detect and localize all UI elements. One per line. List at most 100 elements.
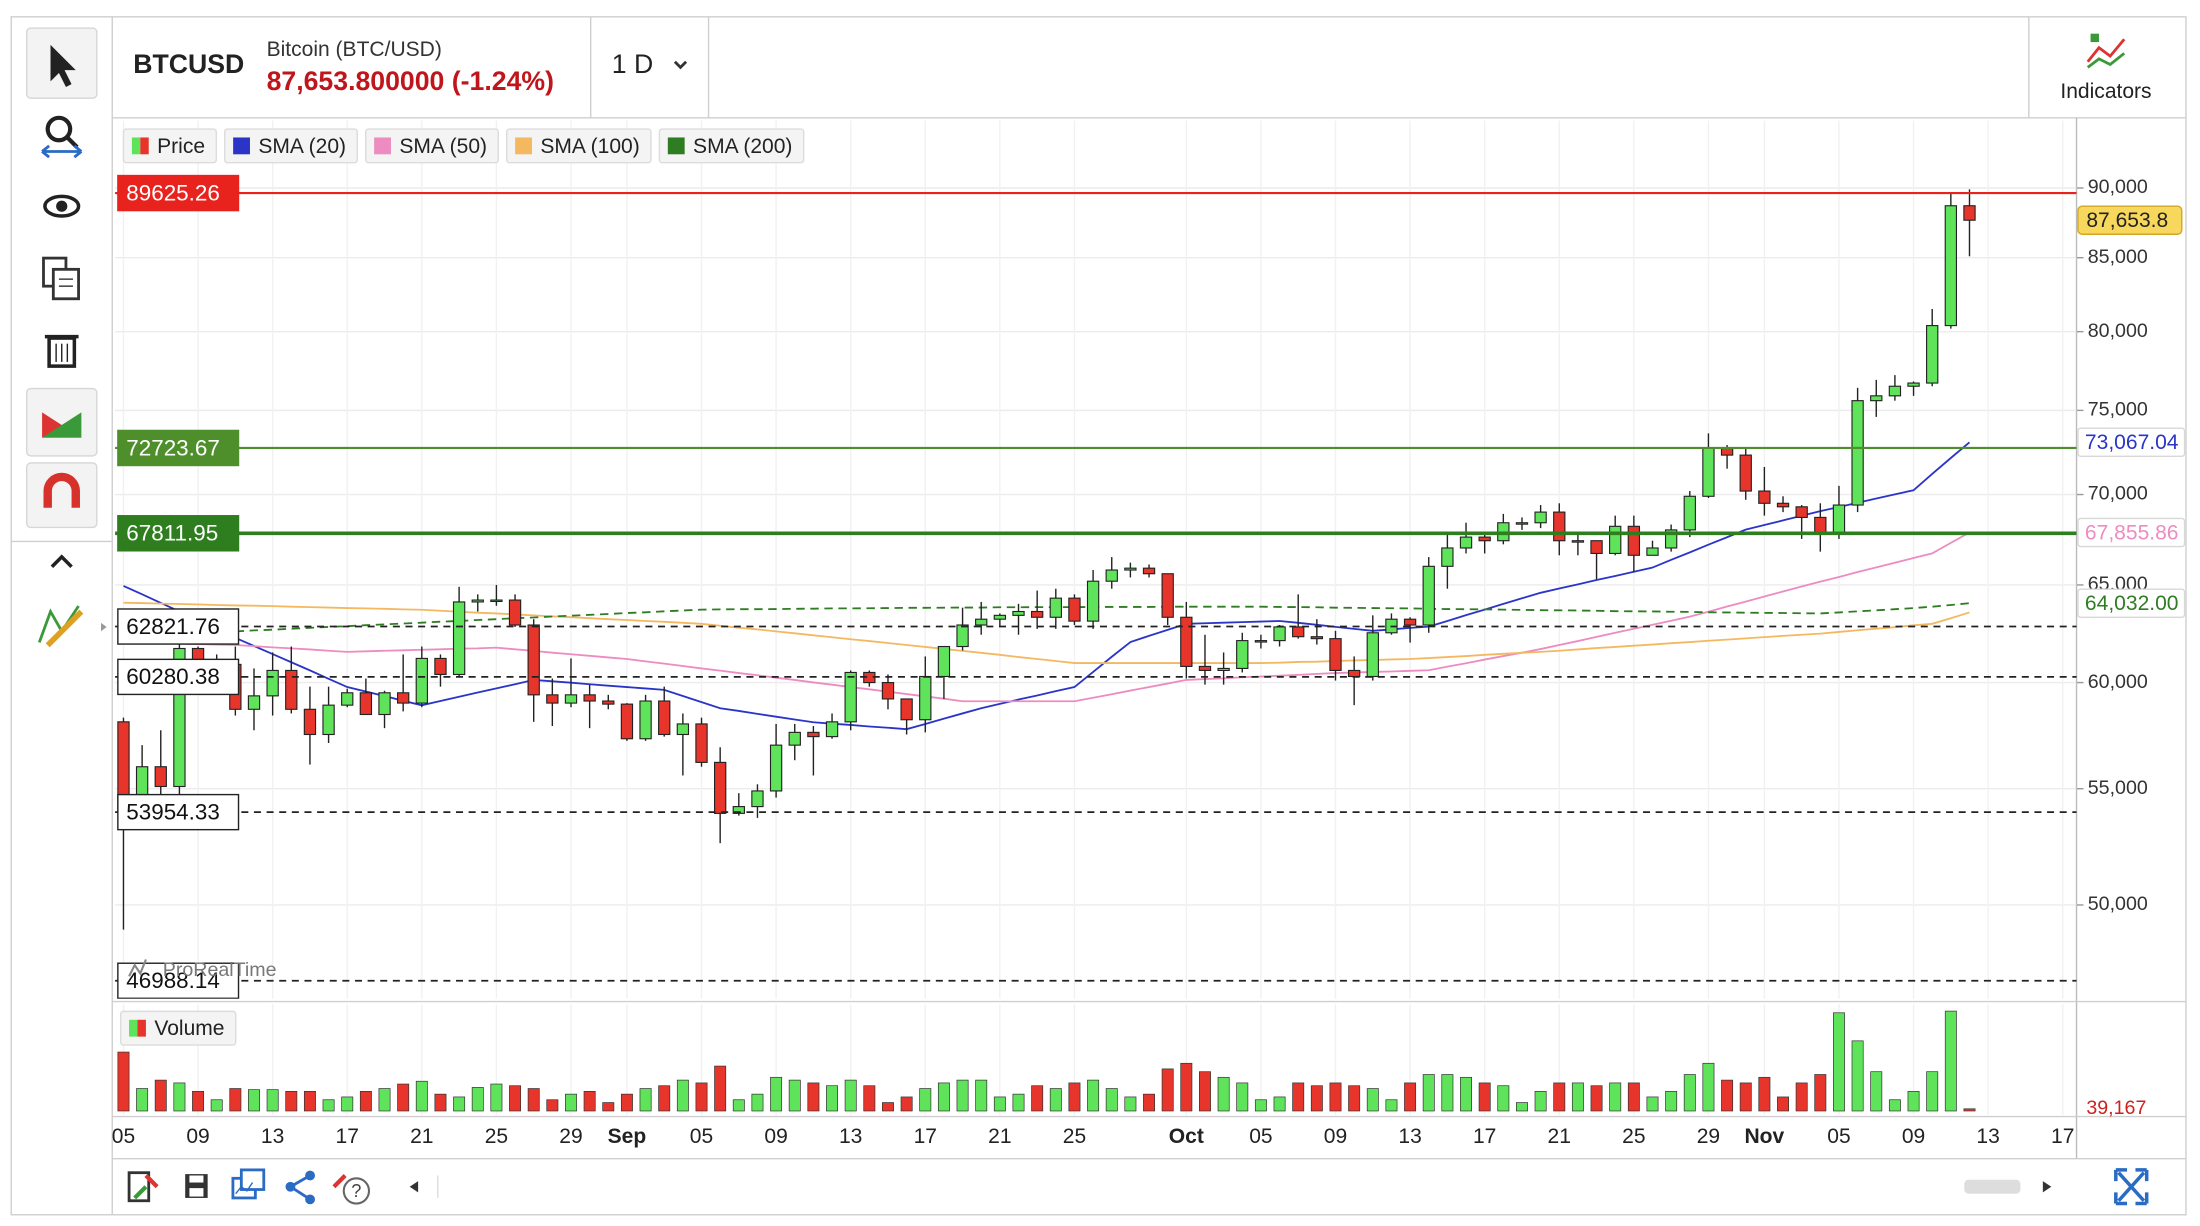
candle-body (658, 700, 671, 736)
price-plot (117, 189, 1976, 930)
x-tick-label: 17 (1473, 1125, 1496, 1148)
candle-body (1310, 636, 1324, 640)
volume-bar (434, 1093, 447, 1112)
candle-body (1124, 567, 1137, 571)
volume-bar (378, 1088, 391, 1112)
scroll-thumb[interactable] (1964, 1179, 2021, 1194)
legend-box (365, 128, 499, 164)
volume-bar (937, 1082, 950, 1112)
volume-bar (1534, 1090, 1547, 1112)
interval-selector[interactable]: 1 D (612, 49, 688, 79)
x-tick-label: 25 (485, 1125, 508, 1148)
delete-tool[interactable] (44, 334, 79, 368)
candle-body (713, 761, 727, 814)
volume-bar (1385, 1099, 1398, 1112)
trend-tool[interactable] (25, 387, 98, 457)
y-tick-label: 50,000 (2088, 893, 2148, 915)
legend-label: Volume (154, 1017, 224, 1040)
x-tick-label: 29 (1697, 1125, 1720, 1148)
volume-bar (1907, 1090, 1920, 1112)
level-label-box (117, 515, 240, 552)
sma-tag (2077, 517, 2186, 548)
legend-swatch (233, 137, 250, 155)
volume-bar (807, 1082, 820, 1112)
candle-body (1758, 490, 1771, 504)
sma-tag-label: 67,855.86 (2085, 521, 2179, 544)
volume-bar (173, 1082, 186, 1112)
x-tick-label: 13 (261, 1125, 284, 1148)
volume-bar (1348, 1085, 1361, 1112)
volume-bar (1590, 1085, 1603, 1112)
scroll-left[interactable] (409, 1181, 419, 1193)
candle-body (825, 721, 839, 738)
volume-bar (882, 1102, 894, 1112)
zoom-tool[interactable] (41, 115, 83, 159)
fullscreen-button[interactable] (2114, 1168, 2149, 1206)
drawing-tool[interactable] (37, 605, 107, 648)
candle-body (1907, 382, 1920, 387)
save-button[interactable] (185, 1174, 208, 1198)
level-label: 60280.38 (126, 664, 220, 689)
candle-body (415, 657, 428, 704)
copy-tool[interactable] (42, 256, 80, 301)
x-tick-label: 05 (690, 1125, 713, 1148)
layout-button[interactable] (231, 1168, 266, 1200)
share-button[interactable] (285, 1170, 315, 1205)
y-tick-label: 60,000 (2088, 671, 2148, 693)
x-tick-label: 09 (186, 1125, 209, 1148)
volume-bar (1031, 1085, 1044, 1112)
x-tick-label: 25 (1063, 1125, 1086, 1148)
pointer-tool[interactable] (25, 27, 98, 99)
candle-body (1366, 632, 1379, 678)
volume-bar (1329, 1082, 1342, 1112)
candle-body (303, 708, 317, 736)
volume-bar (695, 1082, 708, 1112)
indicators-button[interactable]: Indicators (2060, 33, 2152, 103)
level-label-box (117, 429, 240, 467)
candle-body (471, 599, 484, 603)
volume-bar (788, 1079, 801, 1112)
visibility-tool[interactable] (43, 194, 81, 218)
candle-body (1049, 597, 1062, 618)
volume-bar (1404, 1082, 1417, 1112)
x-tick-label: 17 (914, 1125, 937, 1148)
sma-line (123, 531, 1970, 703)
help-button[interactable]: ? (332, 1174, 371, 1205)
volume-bar (900, 1096, 913, 1112)
legend-swatch (137, 1019, 146, 1037)
magnet-tool[interactable] (25, 462, 98, 529)
volume-bar (1273, 1096, 1286, 1112)
x-tick-label: Sep (608, 1125, 647, 1148)
candle-body (1012, 610, 1025, 616)
level-label-box (117, 658, 240, 696)
sma-line (123, 441, 1971, 731)
volume-bar (1161, 1068, 1174, 1112)
candle-body (1664, 529, 1678, 549)
candle-body (434, 657, 447, 676)
volume-bar (1049, 1088, 1062, 1112)
collapse-toggle[interactable] (50, 554, 73, 568)
candle-body (1609, 525, 1622, 555)
svg-text:?: ? (351, 1180, 361, 1201)
volume-bar (1944, 1010, 1957, 1112)
candle-body (769, 744, 783, 792)
new-chart-button[interactable] (127, 1171, 159, 1203)
volume-bar (1627, 1082, 1640, 1112)
quote: 87,653.800000 (-1.24%) (267, 66, 554, 96)
chevron (673, 60, 688, 70)
candle-body (1814, 516, 1827, 535)
legend-label: SMA (200) (693, 135, 792, 158)
legend-item: SMA (200) (658, 128, 805, 164)
volume-bar (1217, 1076, 1230, 1112)
watermark: ProRealTime (128, 959, 277, 981)
volume-bar (1665, 1090, 1678, 1112)
volume-bar (136, 1088, 149, 1112)
volume-bar (546, 1099, 559, 1112)
y-tick-label: 70,000 (2088, 483, 2148, 505)
volume-bar (210, 1099, 223, 1112)
level-label: 62821.76 (126, 614, 220, 639)
legend-label: SMA (50) (399, 135, 487, 158)
scroll-right[interactable] (2042, 1181, 2052, 1193)
volume-bar (602, 1102, 615, 1112)
